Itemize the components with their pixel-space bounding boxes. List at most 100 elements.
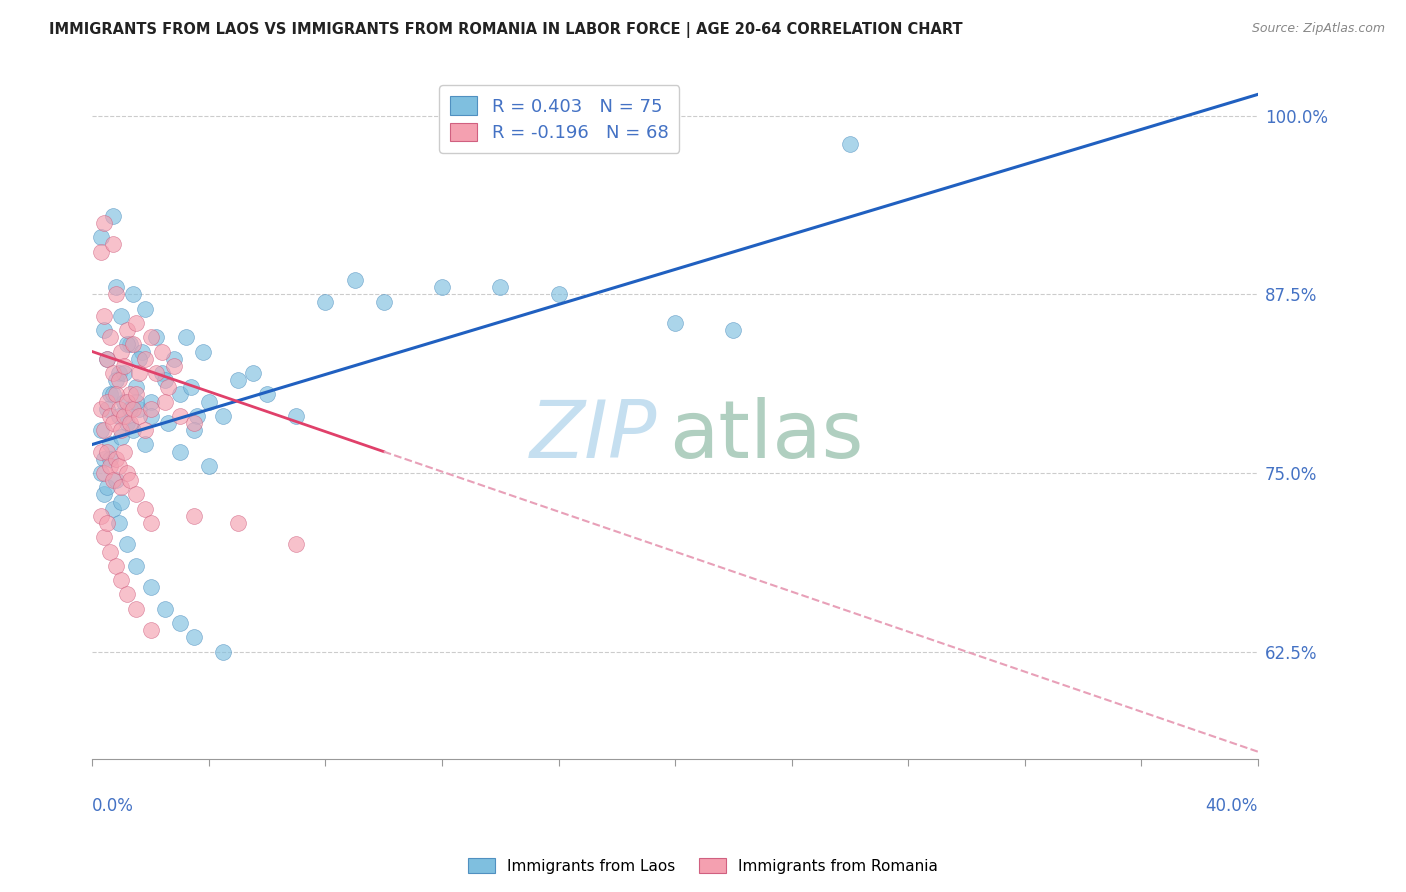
Point <box>107 516 129 530</box>
Point <box>96 444 118 458</box>
Point <box>98 458 121 473</box>
Point <box>198 394 221 409</box>
Point <box>93 466 115 480</box>
Point <box>112 359 135 373</box>
Point <box>98 437 121 451</box>
Point <box>93 451 115 466</box>
Point <box>163 359 186 373</box>
Point <box>125 387 148 401</box>
Point <box>153 394 176 409</box>
Point <box>96 480 118 494</box>
Point <box>134 301 156 316</box>
Point <box>104 451 127 466</box>
Point <box>101 416 124 430</box>
Point <box>489 280 512 294</box>
Point <box>180 380 202 394</box>
Point <box>134 423 156 437</box>
Point <box>183 423 205 437</box>
Point <box>226 373 249 387</box>
Point <box>104 373 127 387</box>
Point <box>191 344 214 359</box>
Point <box>98 409 121 423</box>
Point <box>139 409 162 423</box>
Point <box>145 330 167 344</box>
Point <box>90 244 112 259</box>
Point <box>134 351 156 366</box>
Point <box>112 409 135 423</box>
Point <box>90 230 112 244</box>
Point <box>93 487 115 501</box>
Point <box>139 330 162 344</box>
Point <box>150 366 173 380</box>
Point <box>153 601 176 615</box>
Point <box>107 373 129 387</box>
Point <box>186 409 208 423</box>
Point <box>134 501 156 516</box>
Point <box>314 294 336 309</box>
Point <box>131 344 153 359</box>
Point <box>125 487 148 501</box>
Point <box>112 444 135 458</box>
Legend: R = 0.403   N = 75, R = -0.196   N = 68: R = 0.403 N = 75, R = -0.196 N = 68 <box>439 86 679 153</box>
Point <box>343 273 366 287</box>
Point <box>117 537 139 551</box>
Point <box>104 280 127 294</box>
Point <box>122 287 145 301</box>
Point <box>128 409 150 423</box>
Point <box>122 423 145 437</box>
Point <box>104 558 127 573</box>
Point <box>139 580 162 594</box>
Point <box>256 387 278 401</box>
Point <box>117 337 139 351</box>
Point <box>117 323 139 337</box>
Point <box>120 416 142 430</box>
Point <box>107 458 129 473</box>
Point <box>242 366 264 380</box>
Point <box>112 394 135 409</box>
Point <box>98 451 121 466</box>
Point <box>104 473 127 487</box>
Legend: Immigrants from Laos, Immigrants from Romania: Immigrants from Laos, Immigrants from Ro… <box>461 852 945 880</box>
Point <box>93 323 115 337</box>
Text: 40.0%: 40.0% <box>1205 797 1258 814</box>
Point <box>373 294 395 309</box>
Text: 0.0%: 0.0% <box>93 797 134 814</box>
Point <box>93 530 115 544</box>
Point <box>110 480 132 494</box>
Point <box>120 473 142 487</box>
Point <box>430 280 453 294</box>
Point <box>157 380 180 394</box>
Point <box>198 458 221 473</box>
Point <box>120 387 142 401</box>
Point <box>122 401 145 416</box>
Point <box>723 323 745 337</box>
Point <box>110 573 132 587</box>
Point <box>838 137 860 152</box>
Point <box>90 401 112 416</box>
Point <box>104 287 127 301</box>
Point <box>101 387 124 401</box>
Point <box>134 437 156 451</box>
Point <box>117 587 139 601</box>
Point <box>163 351 186 366</box>
Point <box>98 330 121 344</box>
Point <box>285 409 308 423</box>
Point <box>212 409 235 423</box>
Point <box>112 366 135 380</box>
Point <box>183 631 205 645</box>
Point <box>110 309 132 323</box>
Point <box>139 516 162 530</box>
Point <box>120 337 142 351</box>
Text: atlas: atlas <box>669 398 863 475</box>
Point <box>104 387 127 401</box>
Point <box>117 416 139 430</box>
Point <box>110 344 132 359</box>
Point <box>547 287 569 301</box>
Point <box>125 380 148 394</box>
Point <box>145 366 167 380</box>
Point <box>139 394 162 409</box>
Point <box>90 508 112 523</box>
Point <box>98 387 121 401</box>
Point <box>169 387 191 401</box>
Point <box>125 601 148 615</box>
